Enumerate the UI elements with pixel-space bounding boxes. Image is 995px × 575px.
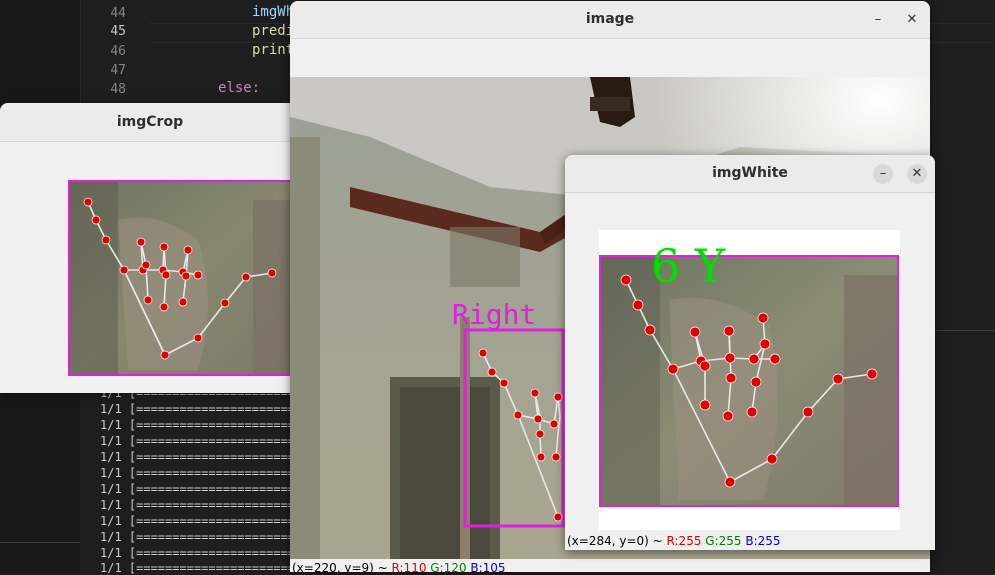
terminal-line: 1/1 [========================== bbox=[100, 402, 324, 416]
code-line[interactable]: imgWh bbox=[252, 4, 295, 20]
pixel-b: B:105 bbox=[470, 561, 506, 572]
terminal-line: 1/1 [========================== bbox=[100, 514, 324, 528]
imgwhite-window[interactable]: imgWhite – ✕ 6 Y (x bbox=[565, 155, 935, 550]
line-number: 47 bbox=[110, 63, 126, 78]
line-number: 45 bbox=[110, 24, 126, 39]
code-line[interactable]: predi bbox=[252, 23, 295, 39]
pixel-g: G:255 bbox=[705, 534, 742, 548]
hand-label: Right bbox=[452, 298, 536, 331]
line-number: 46 bbox=[110, 44, 126, 59]
minimize-icon[interactable]: – bbox=[874, 12, 882, 27]
imgcrop-hand-image bbox=[68, 180, 300, 376]
pixel-g: G:120 bbox=[430, 561, 467, 572]
pixel-b: B:255 bbox=[745, 534, 781, 548]
imgcrop-window[interactable]: imgCrop bbox=[0, 103, 300, 393]
line-number: 44 bbox=[110, 6, 126, 21]
terminal-line: 1/1 [========================== bbox=[100, 498, 324, 512]
window-title[interactable]: image bbox=[290, 1, 930, 39]
code-line[interactable]: else: bbox=[218, 80, 261, 96]
window-title[interactable]: imgCrop bbox=[0, 103, 300, 142]
terminal-line: 1/1 [========================== bbox=[100, 434, 324, 448]
pixel-r: R:255 bbox=[666, 534, 702, 548]
close-icon[interactable]: ✕ bbox=[907, 164, 927, 184]
terminal-line: 1/1 [========================== bbox=[100, 546, 324, 560]
imgwhite-canvas: 6 Y bbox=[599, 230, 900, 530]
cursor-coords: (x=284, y=0) ~ bbox=[567, 534, 663, 548]
minimize-icon[interactable]: – bbox=[873, 164, 893, 184]
line-number: 48 bbox=[110, 82, 126, 97]
code-line[interactable]: print bbox=[252, 42, 295, 58]
terminal-line: 1/1 [========================== bbox=[100, 466, 324, 480]
terminal-line: 1/1 [========================== bbox=[100, 482, 324, 496]
pixel-status: (x=284, y=0) ~ R:255 G:255 B:255 bbox=[567, 534, 781, 548]
prediction-label: 6 Y bbox=[651, 239, 726, 293]
close-icon[interactable]: ✕ bbox=[906, 12, 918, 27]
terminal-line: 1/1 [========================== bbox=[100, 450, 324, 464]
cursor-coords: (x=220, y=9) ~ bbox=[292, 561, 388, 572]
pixel-r: R:110 bbox=[391, 561, 427, 572]
pixel-status: (x=220, y=9) ~ R:110 G:120 B:105 bbox=[292, 561, 506, 572]
terminal-line: 1/1 [========================== bbox=[100, 418, 324, 432]
terminal-line: 1/1 [========================== bbox=[100, 530, 324, 544]
